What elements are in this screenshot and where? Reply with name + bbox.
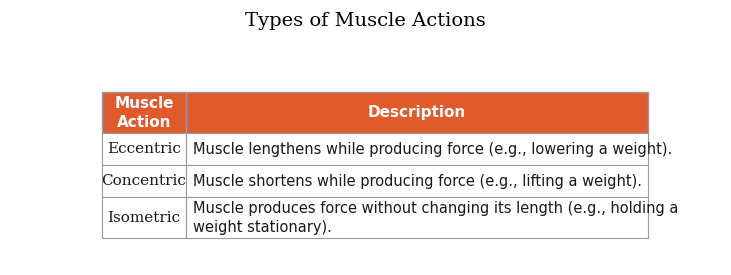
Bar xyxy=(102,165,186,197)
Bar xyxy=(186,197,648,238)
Text: Description: Description xyxy=(368,105,466,120)
Text: Isometric: Isometric xyxy=(107,211,181,225)
Text: Types of Muscle Actions: Types of Muscle Actions xyxy=(245,12,486,30)
Text: Muscle produces force without changing its length (e.g., holding a
weight statio: Muscle produces force without changing i… xyxy=(193,200,678,235)
Bar xyxy=(102,92,186,133)
Bar xyxy=(102,197,186,238)
Text: Muscle lengthens while producing force (e.g., lowering a weight).: Muscle lengthens while producing force (… xyxy=(193,142,673,157)
Text: Muscle shortens while producing force (e.g., lifting a weight).: Muscle shortens while producing force (e… xyxy=(193,174,642,189)
Bar xyxy=(186,133,648,165)
Text: Eccentric: Eccentric xyxy=(107,142,181,156)
Text: Muscle
Action: Muscle Action xyxy=(114,96,174,130)
Bar xyxy=(102,133,186,165)
Bar xyxy=(186,165,648,197)
Text: Concentric: Concentric xyxy=(102,174,186,188)
Bar xyxy=(186,92,648,133)
